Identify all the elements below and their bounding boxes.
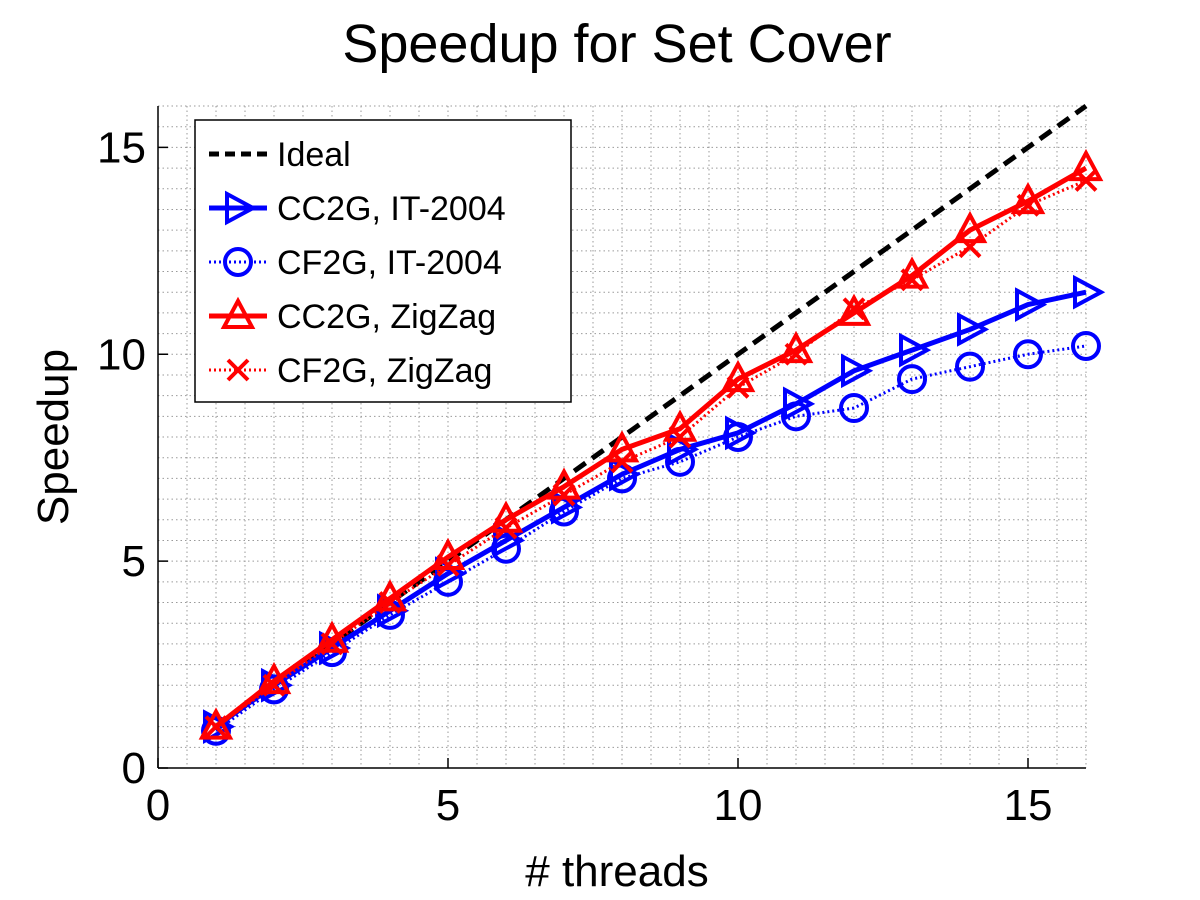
x-tick-label: 0 <box>146 781 170 830</box>
series-ideal <box>214 103 1088 729</box>
legend-entry-cf2g-it-2004: CF2G, IT-2004 <box>209 244 502 282</box>
data-point-cc2g-it-2004 <box>551 489 584 525</box>
data-point-cc2g-zigzag <box>1010 181 1046 215</box>
data-point-cc2g-zigzag <box>314 620 350 653</box>
data-point-cc2g-zigzag <box>894 256 930 289</box>
legend-label-cf2g-it-2004: CF2G, IT-2004 <box>277 244 502 282</box>
data-point-cc2g-it-2004 <box>899 332 932 368</box>
data-point-cc2g-zigzag <box>488 500 524 533</box>
legend-entry-ideal: Ideal <box>209 136 351 174</box>
legend-box <box>194 119 572 403</box>
data-point-cc2g-zigzag <box>198 707 234 740</box>
data-point-cc2g-zigzag <box>372 579 408 612</box>
data-point-cc2g-it-2004 <box>725 415 758 451</box>
x-tick-label: 10 <box>714 781 763 830</box>
data-point-cc2g-it-2004 <box>667 432 700 467</box>
data-point-cc2g-it-2004 <box>1015 287 1048 322</box>
y-tick-label: 15 <box>97 123 146 172</box>
axes <box>157 106 1086 769</box>
legend-marker-cf2g-zigzag <box>226 358 250 382</box>
legend-entry-cc2g-it-2004: CC2G, IT-2004 <box>209 190 506 228</box>
series-line-ideal <box>214 103 1088 729</box>
data-point-cf2g-it-2004 <box>1013 339 1043 370</box>
data-point-cc2g-zigzag <box>720 359 756 393</box>
data-point-cc2g-zigzag <box>836 293 872 326</box>
data-point-cc2g-zigzag <box>430 537 466 570</box>
ticks: 0 5 10 15 0 5 10 15 <box>97 123 1052 830</box>
data-point-cc2g-it-2004 <box>957 312 990 347</box>
data-point-cc2g-zigzag <box>952 210 988 244</box>
data-point-cc2g-it-2004 <box>841 353 874 389</box>
series-line-cf2g-it-2004 <box>215 344 1087 732</box>
x-tick-label: 5 <box>436 781 460 830</box>
data-point-cc2g-it-2004 <box>203 709 236 744</box>
y-tick-label: 10 <box>97 330 146 379</box>
data-point-cc2g-zigzag <box>546 467 582 500</box>
legend-marker-cf2g-it-2004 <box>223 247 253 277</box>
legend-label-cf2g-zigzag: CF2G, ZigZag <box>277 352 492 390</box>
data-point-cf2g-it-2004 <box>897 364 927 395</box>
y-axis-label: Speedup <box>29 349 78 525</box>
legend-marker-cc2g-zigzag <box>220 296 256 329</box>
ideal-layer <box>214 103 1088 729</box>
series-line-cc2g-it-2004 <box>214 289 1087 729</box>
legend-entry-cc2g-zigzag: CC2G, ZigZag <box>209 296 496 336</box>
series-line-cc2g-zigzag <box>214 165 1088 729</box>
series-layer <box>198 148 1106 746</box>
legend-label-ideal: Ideal <box>277 136 351 174</box>
legend: Ideal CC2G, IT-2004 CF2G, IT-2004 CC2G, Zig… <box>194 119 572 403</box>
data-point-cf2g-it-2004 <box>1071 330 1101 361</box>
y-tick-label: 5 <box>122 537 146 586</box>
x-axis-label: # threads <box>525 847 708 896</box>
legend-entry-cf2g-zigzag: CF2G, ZigZag <box>209 352 492 390</box>
data-point-cc2g-it-2004 <box>493 523 526 558</box>
x-tick-label: 15 <box>1004 781 1053 830</box>
series-cc2g-zigzag <box>198 148 1104 740</box>
chart-title: Speedup for Set Cover <box>342 14 891 74</box>
series-line-cf2g-zigzag <box>215 179 1087 728</box>
y-tick-label: 0 <box>122 744 146 793</box>
data-point-cf2g-zigzag <box>726 375 750 399</box>
data-point-cf2g-zigzag <box>436 553 460 577</box>
data-point-cc2g-it-2004 <box>1073 274 1106 310</box>
data-point-cc2g-it-2004 <box>783 386 816 422</box>
legend-label-cc2g-zigzag: CC2G, ZigZag <box>277 298 496 336</box>
legend-marker-cc2g-it-2004 <box>225 190 258 226</box>
data-point-cc2g-zigzag <box>662 409 698 442</box>
legend-label-cc2g-it-2004: CC2G, IT-2004 <box>277 190 506 228</box>
data-point-cc2g-zigzag <box>604 430 640 463</box>
data-point-cc2g-zigzag <box>1068 148 1104 182</box>
data-point-cc2g-zigzag <box>778 330 814 364</box>
data-point-cc2g-it-2004 <box>609 456 642 492</box>
data-point-cf2g-it-2004 <box>955 351 985 382</box>
data-point-cf2g-it-2004 <box>839 393 869 424</box>
data-point-cc2g-zigzag <box>256 661 292 695</box>
